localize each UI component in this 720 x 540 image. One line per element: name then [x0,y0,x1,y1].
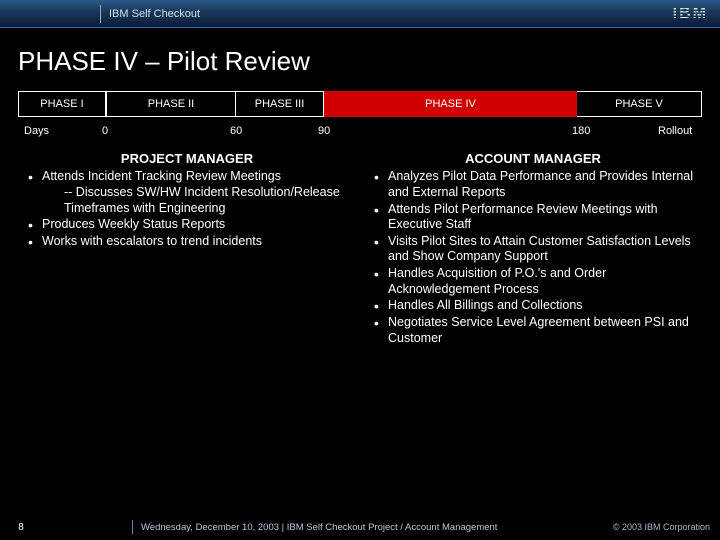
footer-divider [132,520,133,534]
phase-1: PHASE I [18,91,106,117]
list-item: Visits Pilot Sites to Attain Customer Sa… [378,234,702,265]
ibm-logo: IBM [673,5,708,23]
right-column: ACCOUNT MANAGER Analyzes Pilot Data Perf… [364,151,702,347]
days-row: Days 0 60 90 180 Rollout [18,125,702,141]
phase-5: PHASE V [577,91,702,117]
footer-text: Wednesday, December 10, 2003 | IBM Self … [141,522,613,533]
days-label: Days [24,125,49,137]
day-rollout: Rollout [658,125,692,137]
list-item: Analyzes Pilot Data Performance and Prov… [378,169,702,200]
day-90: 90 [318,125,330,137]
phase-4-active: PHASE IV [324,91,577,117]
left-heading: PROJECT MANAGER [18,151,356,167]
left-list: Attends Incident Tracking Review Meeting… [18,169,356,249]
right-list: Analyzes Pilot Data Performance and Prov… [364,169,702,346]
day-60: 60 [230,125,242,137]
content-columns: PROJECT MANAGER Attends Incident Trackin… [18,151,702,347]
list-item: Produces Weekly Status Reports [32,217,356,233]
sub-item: -- Discusses SW/HW Incident Resolution/R… [42,185,356,216]
header-product: IBM Self Checkout [109,8,200,20]
timeline: PHASE I PHASE II PHASE III PHASE IV PHAS… [18,91,702,117]
header-left: IBM Self Checkout [0,5,200,23]
header-divider [100,5,101,23]
page-title: PHASE IV – Pilot Review [0,28,720,91]
list-item: Attends Incident Tracking Review Meeting… [32,169,356,216]
footer: 8 Wednesday, December 10, 2003 | IBM Sel… [0,520,720,534]
day-180: 180 [572,125,590,137]
day-0: 0 [102,125,108,137]
list-item: Handles Acquisition of P.O.'s and Order … [378,266,702,297]
list-item: Negotiates Service Level Agreement betwe… [378,315,702,346]
item-text: Attends Incident Tracking Review Meeting… [42,169,281,183]
copyright: © 2003 IBM Corporation [613,522,710,532]
right-heading: ACCOUNT MANAGER [364,151,702,167]
list-item: Handles All Billings and Collections [378,298,702,314]
left-column: PROJECT MANAGER Attends Incident Trackin… [18,151,356,347]
list-item: Attends Pilot Performance Review Meeting… [378,202,702,233]
phase-3: PHASE III [236,91,324,117]
page-number: 8 [10,522,32,533]
list-item: Works with escalators to trend incidents [32,234,356,250]
phase-2: PHASE II [106,91,236,117]
header-bar: IBM Self Checkout IBM [0,0,720,28]
